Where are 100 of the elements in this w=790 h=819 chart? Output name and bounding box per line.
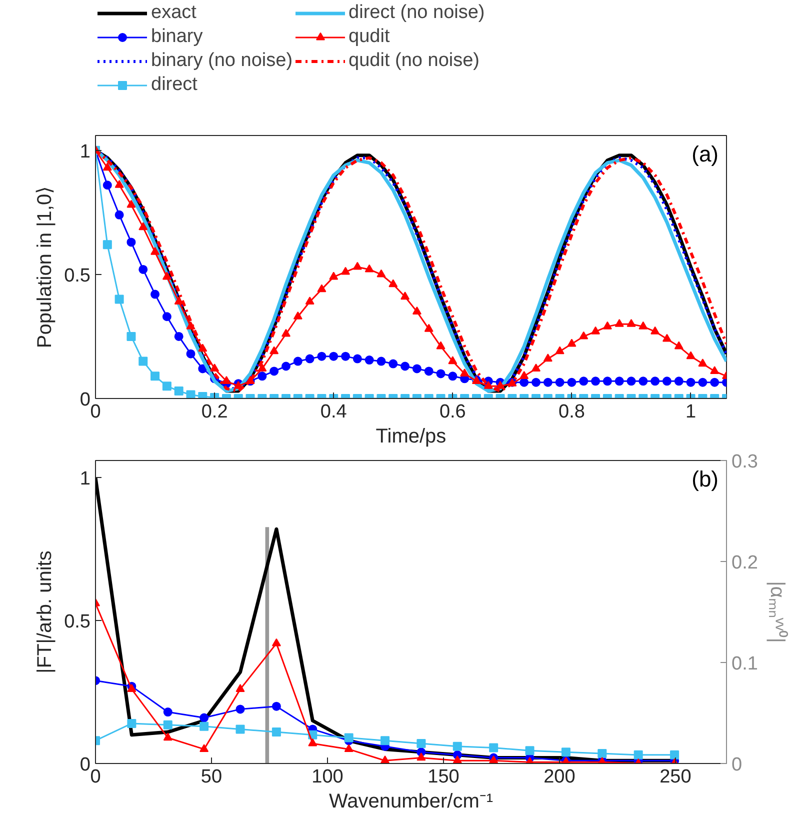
point <box>489 743 498 752</box>
point <box>698 378 708 387</box>
point <box>102 180 112 190</box>
point <box>127 718 136 728</box>
point <box>543 378 552 387</box>
point <box>258 364 267 372</box>
y-axis-title: |FT|/arb. units <box>34 550 56 674</box>
point <box>258 372 267 381</box>
y2-tick-label: 0.1 <box>732 654 758 674</box>
point <box>626 318 636 327</box>
point <box>126 200 136 208</box>
point <box>174 296 184 305</box>
legend-label: qudit <box>348 26 390 48</box>
y-tick-label: 0.5 <box>64 612 91 633</box>
point <box>102 162 112 171</box>
x-tick-label: 150 <box>428 766 460 788</box>
y-tick-label: 1 <box>80 141 91 162</box>
y2-axis-title: |αₘₙᵛᵛ⁰| <box>766 581 789 643</box>
point <box>270 366 279 376</box>
point <box>114 294 124 304</box>
y2-tick-label: 0.2 <box>732 552 758 574</box>
point <box>591 326 600 334</box>
point <box>376 356 386 366</box>
y-axis-title: Population in |1,0⟩ <box>34 186 56 348</box>
point <box>272 728 281 737</box>
point <box>186 321 196 330</box>
point <box>532 378 541 387</box>
point <box>686 351 696 360</box>
point <box>281 328 290 337</box>
point <box>163 708 172 717</box>
point <box>150 246 160 255</box>
point <box>710 366 720 374</box>
x-tick-label: 0.4 <box>320 402 348 422</box>
x-tick-label: 0.8 <box>558 402 585 422</box>
point <box>308 738 318 746</box>
legend-label: qudit (no noise) <box>348 50 480 72</box>
point <box>532 364 541 372</box>
point <box>555 378 564 387</box>
point <box>638 376 648 386</box>
point <box>674 341 684 350</box>
point <box>352 262 362 270</box>
point <box>293 356 302 366</box>
point <box>591 376 600 386</box>
point <box>579 331 588 340</box>
point <box>380 736 390 746</box>
point <box>598 748 607 758</box>
x-tick-label: 250 <box>660 766 692 788</box>
point <box>662 376 672 386</box>
point <box>162 382 172 391</box>
point <box>412 364 422 374</box>
point <box>163 720 172 730</box>
annotation: (a) <box>692 142 719 166</box>
point <box>162 312 172 322</box>
point <box>634 750 643 760</box>
annotation: (b) <box>692 466 719 492</box>
point <box>270 346 279 354</box>
point <box>614 318 624 327</box>
point <box>200 722 209 731</box>
point <box>364 264 374 272</box>
point <box>174 332 184 341</box>
point <box>138 264 148 274</box>
point <box>317 284 326 292</box>
point <box>460 368 470 376</box>
point <box>162 272 172 280</box>
point <box>114 180 124 188</box>
point <box>436 369 446 378</box>
legend-label: exact <box>151 2 196 24</box>
point <box>602 321 612 330</box>
point <box>376 269 386 278</box>
point <box>626 376 636 386</box>
point <box>138 356 148 366</box>
point <box>344 733 354 742</box>
point <box>710 378 720 387</box>
point <box>388 359 398 368</box>
point <box>272 702 281 711</box>
point <box>329 352 338 361</box>
point <box>341 352 350 361</box>
point <box>293 312 302 320</box>
point <box>662 334 672 342</box>
x-axis-title: Wavenumber/cm⁻¹ <box>328 790 494 812</box>
point <box>200 713 209 722</box>
point <box>602 376 612 386</box>
point <box>452 742 462 751</box>
y-tick-label: 0.5 <box>64 265 91 286</box>
point <box>674 376 684 386</box>
point <box>555 346 564 354</box>
point <box>670 750 680 760</box>
point <box>236 684 245 692</box>
point <box>380 756 390 764</box>
point <box>272 638 281 646</box>
point <box>561 748 570 757</box>
point <box>126 332 136 341</box>
point <box>416 752 426 761</box>
point <box>163 732 172 741</box>
point <box>579 376 588 386</box>
point <box>567 338 576 347</box>
legend-label: direct <box>151 74 198 96</box>
point <box>150 290 160 299</box>
point <box>638 321 648 330</box>
point <box>114 210 124 220</box>
